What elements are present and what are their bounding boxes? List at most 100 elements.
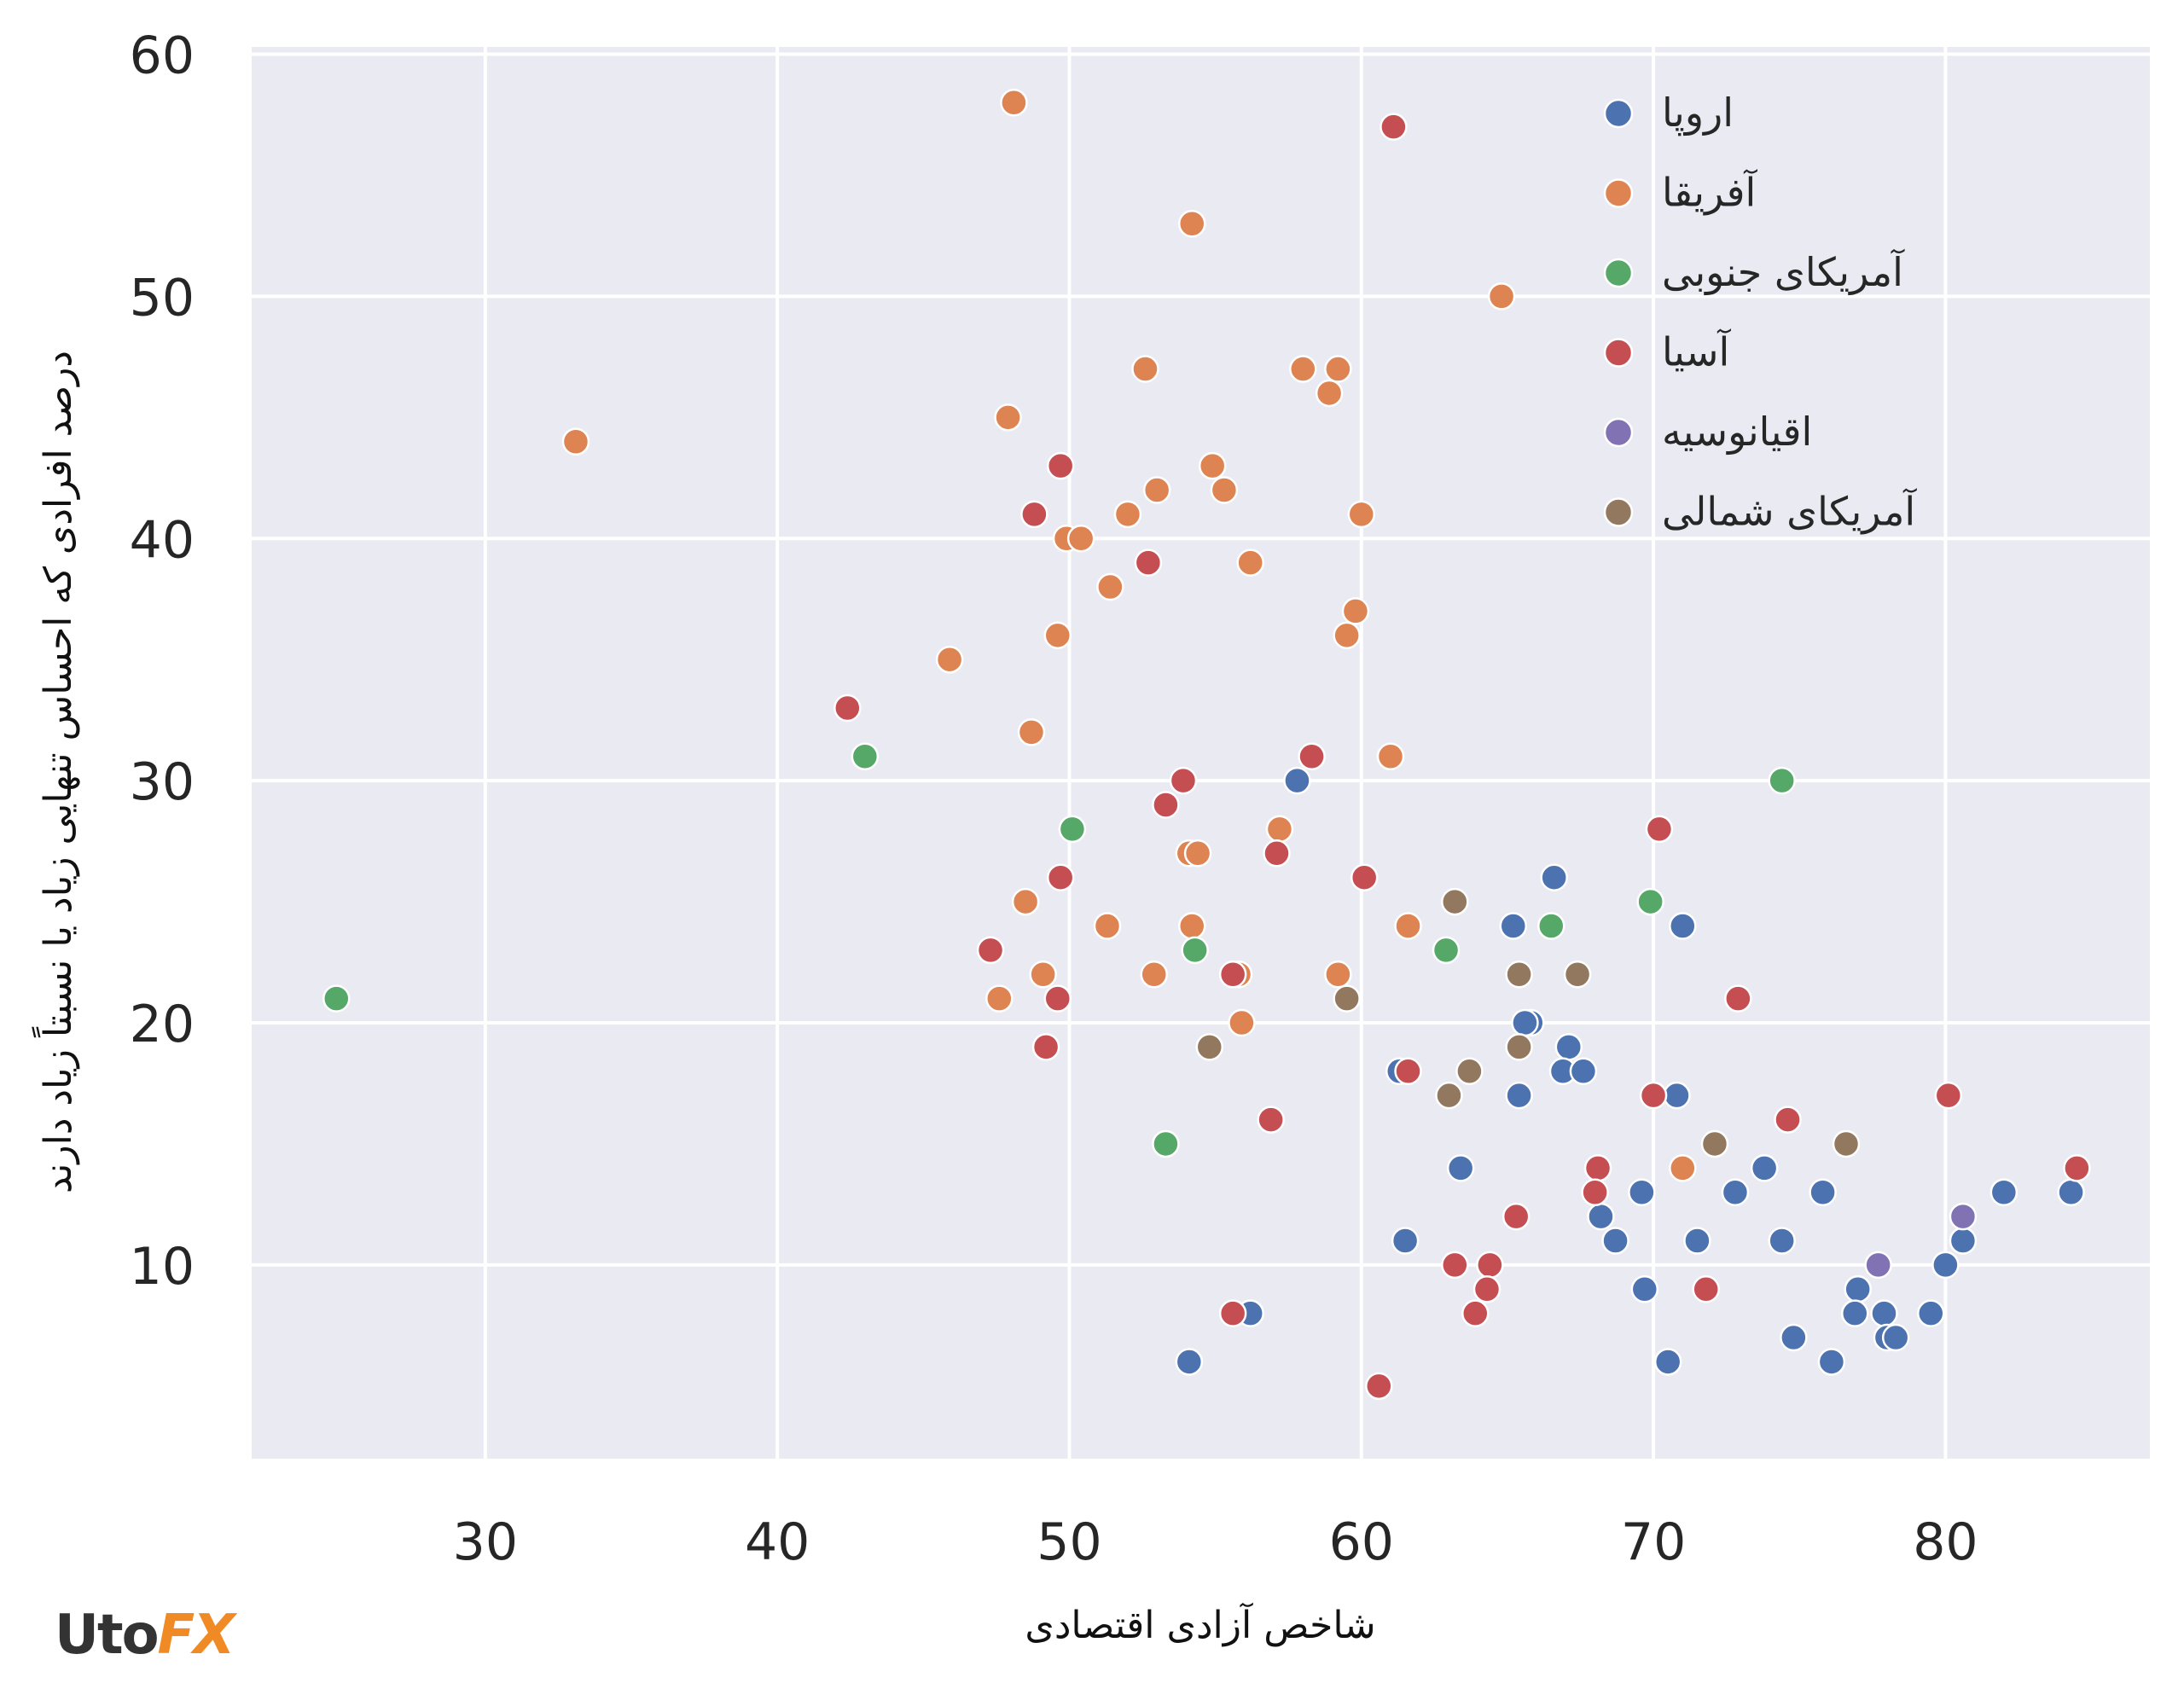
data-point [1236,548,1264,577]
data-point [1324,355,1352,383]
data-point [1181,936,1209,965]
data-point [1066,525,1095,553]
data-point [1692,1275,1720,1303]
data-point [1435,1081,1463,1110]
data-point [1347,500,1376,529]
legend-marker [1603,98,1634,129]
data-point [1870,1299,1898,1327]
data-point [1210,476,1239,504]
data-point [1046,451,1075,480]
legend-label: آمریکای جنوبی [1662,249,1905,296]
data-point [1134,548,1163,577]
data-point [1581,1178,1609,1206]
data-point [1093,912,1122,940]
legend-label: آسیا [1662,329,1731,375]
data-point [1663,1081,1691,1110]
data-point [1376,742,1405,771]
data-point [1989,1178,2018,1206]
data-point [1228,1008,1256,1037]
data-point [1505,1033,1533,1061]
data-point [1283,766,1311,795]
data-point [1031,1033,1060,1061]
data-point [1768,766,1796,795]
data-point [1587,1202,1615,1231]
data-point [1881,1323,1910,1352]
data-point [1917,1299,1945,1327]
data-point [1569,1057,1598,1086]
legend-label: آمریکای شمالی [1662,489,1917,536]
data-point [1653,1348,1682,1376]
data-point [1046,863,1075,891]
data-point [2063,1154,2091,1182]
legend-marker [1603,258,1634,288]
data-point [1177,209,1206,238]
data-point [1350,863,1379,891]
data-point [1183,839,1212,868]
data-point [1131,355,1159,383]
data-point [1630,1275,1659,1303]
x-tick-label: 80 [1913,1512,1978,1572]
data-point [935,645,964,674]
data-point [1554,1033,1583,1061]
data-point [1218,960,1247,989]
data-point [1446,1154,1475,1182]
data-point [1841,1299,1869,1327]
y-tick-label: 50 [130,268,195,328]
legend-label: اقیانوسیه [1662,409,1812,456]
data-point [561,427,590,456]
data-point [1263,839,1291,868]
data-point [1499,912,1528,940]
data-point [1700,1129,1729,1158]
data-point [1628,1178,1656,1206]
data-point [1000,89,1028,117]
data-point [851,742,880,771]
data-point [1341,597,1370,625]
data-point [1502,1202,1531,1231]
data-point [1844,1275,1872,1303]
data-point [1289,355,1317,383]
data-point [1540,863,1568,891]
data-point [1934,1081,1963,1110]
data-point [1601,1227,1629,1255]
x-tick-label: 30 [453,1512,518,1572]
data-point [1394,912,1422,940]
y-tick-label: 20 [130,995,195,1054]
data-point [1583,1154,1612,1182]
data-point [1391,1227,1420,1255]
data-point [1537,912,1565,940]
data-point [322,984,351,1013]
legend-marker [1603,497,1634,527]
data-point [2057,1178,2085,1206]
tick-labels: 30 40 50 60 70 80 10 20 30 40 50 60 [130,26,1978,1572]
data-point [1563,960,1592,989]
data-point [1365,1372,1393,1401]
data-point [1113,500,1142,529]
data-point [1461,1299,1490,1327]
y-axis-title: درصد افرادی که احساس تنهایی زیاد یا نسبت… [31,351,80,1193]
data-point [1142,476,1171,504]
data-point [1931,1251,1960,1280]
data-point [1441,887,1469,916]
logo-part-1: Uto [55,1604,160,1667]
data-point [1333,621,1361,650]
data-point [994,403,1022,432]
data-point [1020,500,1048,529]
data-point [1017,718,1046,746]
data-point [1043,984,1072,1013]
data-point [1809,1178,1837,1206]
data-point [1669,912,1697,940]
data-point [1864,1251,1892,1280]
data-point [1298,742,1326,771]
data-point [1669,1154,1697,1182]
data-point [1177,912,1206,940]
data-point [1169,766,1198,795]
data-point [1645,815,1674,844]
data-point [1198,451,1227,480]
logo-part-2: FX [157,1604,235,1667]
data-point [1780,1323,1808,1352]
data-point [1683,1227,1711,1255]
data-point [1394,1057,1422,1086]
y-tick-label: 10 [130,1237,195,1297]
data-point [1058,815,1087,844]
